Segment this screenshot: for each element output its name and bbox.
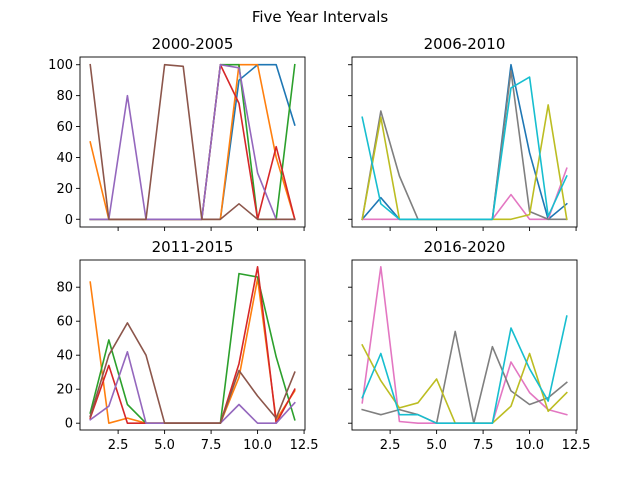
series-line-2 [361,330,568,425]
y-tick-label: 80 [56,89,73,104]
axes-frame [351,259,578,431]
subplot-title: 2006-2010 [424,35,506,53]
series-line-5 [361,76,568,221]
x-tick-label: 10.0 [243,438,272,453]
series-group [89,63,296,221]
axes-frame [351,56,578,228]
y-tick-label: 20 [56,182,73,197]
x-tick-label: 2.5 [380,438,401,453]
subplot-1: 2000-2005 0 20 40 60 80 100 [48,35,306,231]
x-tick-label: 12.5 [562,438,591,453]
series-group [89,265,296,425]
subplot-title: 2011-2015 [152,238,234,256]
y-tick-label: 40 [56,349,73,364]
y-tick-label: 0 [65,213,73,228]
figure-title: Five Year Intervals [252,8,389,26]
series-line-5 [89,63,296,221]
x-tick-label: 10.0 [515,438,544,453]
x-tick-label: 7.5 [201,438,222,453]
series-line-5 [89,322,296,425]
subplot-title: 2016-2020 [424,238,506,256]
subplot-grid: 2000-20050204060801002006-20102011-20152… [48,35,590,453]
y-tick-label: 20 [56,383,73,398]
x-tick-label: 5.0 [426,438,447,453]
series-line-4 [89,350,296,425]
y-tick-label: 60 [56,120,73,135]
subplot-2: 2006-2010 [348,35,578,231]
y-tick-label: 60 [56,315,73,330]
subplot-4: 2016-2020 2.5 5.0 7.5 10.0 12.5 [348,238,591,453]
subplot-title: 2000-2005 [152,35,234,53]
axes-frame [79,259,306,431]
series-group [361,63,568,221]
series-line-4 [361,315,568,425]
x-tick-label: 2.5 [108,438,129,453]
y-tick-label: 80 [56,281,73,296]
x-tick-label: 12.5 [290,438,319,453]
y-tick-label: 40 [56,151,73,166]
y-tick-label: 0 [65,417,73,432]
series-line-3 [89,265,296,425]
y-tick-label: 100 [48,58,73,73]
x-tick-label: 5.0 [154,438,175,453]
series-line-3 [361,70,568,221]
x-tick-label: 7.5 [473,438,494,453]
subplot-3: 2011-2015 2.5 5.0 7.5 10.0 12.5 0 20 40 60 80 [56,238,318,453]
axes-frame [79,56,306,228]
series-line-6 [89,63,296,221]
series-group [361,265,568,425]
series-line-1 [361,63,568,221]
